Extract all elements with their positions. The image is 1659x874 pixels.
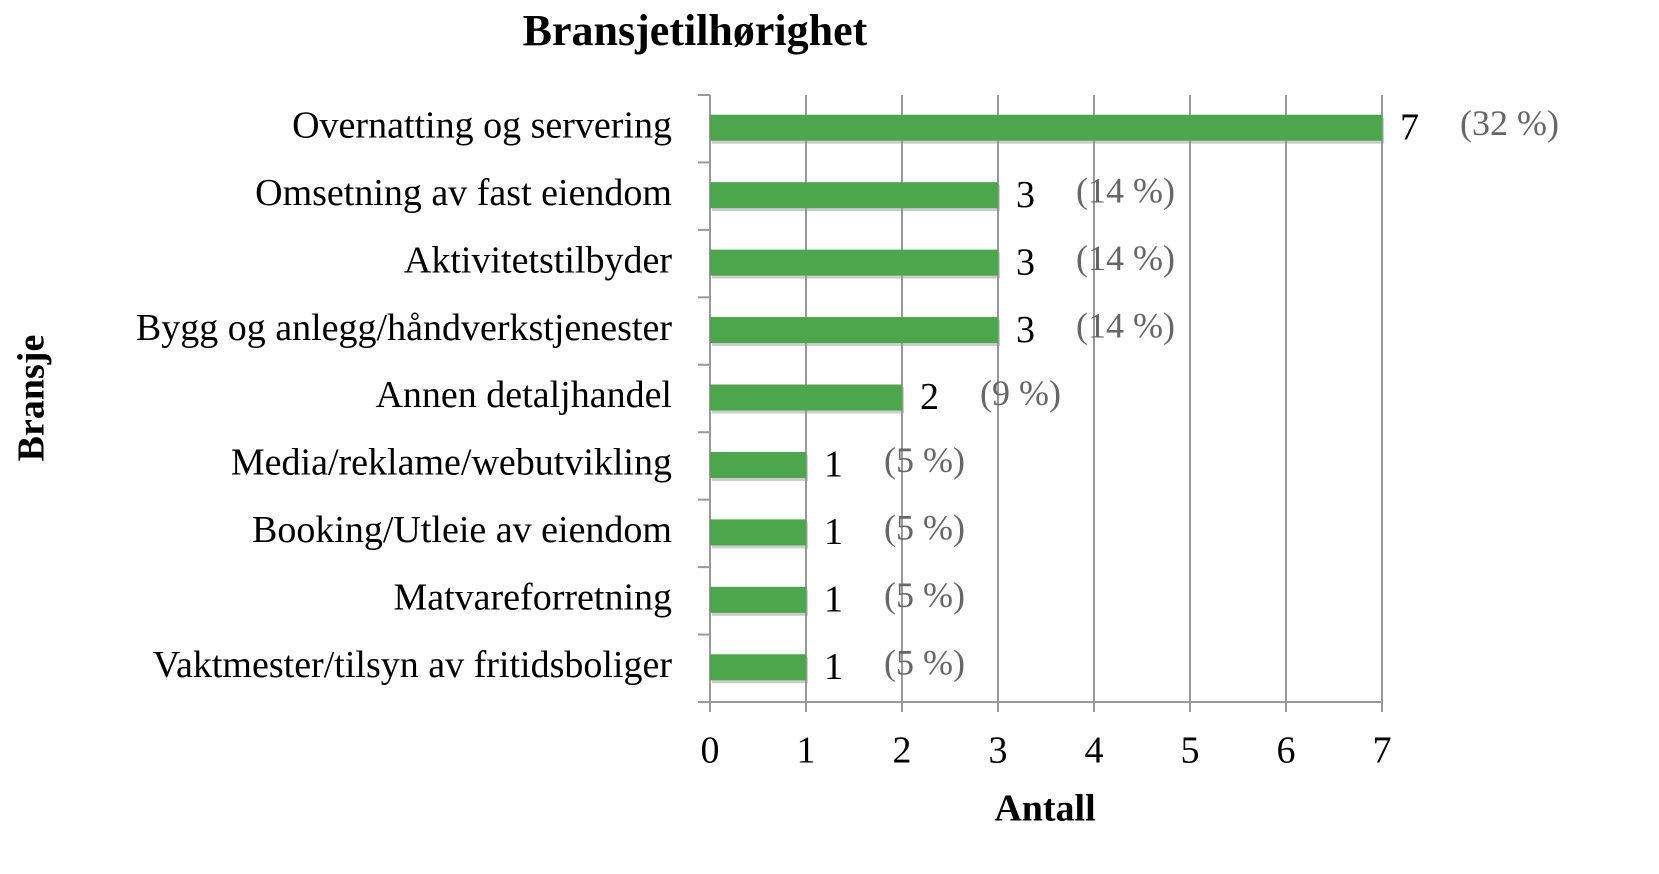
y-tick-label: Booking/Utleie av eiendom [252, 509, 672, 551]
data-label: 1 [824, 579, 843, 621]
data-label: 3 [1016, 309, 1035, 351]
bar [710, 182, 998, 209]
y-tick-label: Bygg og anlegg/håndverkstjenester [136, 307, 672, 349]
annotation: (5 %) [884, 575, 965, 615]
y-tick-label: Aktivitetstilbyder [404, 239, 672, 281]
y-tick-label: Media/reklame/webutvikling [231, 442, 672, 484]
x-tick-label: 5 [1181, 730, 1200, 772]
data-label: 3 [1016, 241, 1035, 283]
data-label: 7 [1400, 106, 1419, 148]
y-tick-label: Omsetning av fast eiendom [255, 172, 672, 214]
y-tick-label: Overnatting og servering [292, 104, 672, 146]
y-axis-label: Bransje [11, 335, 53, 462]
x-tick-label: 2 [893, 730, 912, 772]
bar [710, 114, 1382, 141]
x-tick-label: 3 [989, 730, 1008, 772]
x-tick-label: 0 [701, 730, 720, 772]
annotation: (5 %) [884, 643, 965, 683]
data-label: 1 [824, 511, 843, 553]
bar [710, 451, 806, 478]
annotation: (32 %) [1460, 103, 1559, 143]
bar [710, 317, 998, 344]
x-axis-label: Antall [994, 788, 1095, 830]
data-label: 1 [824, 646, 843, 688]
bar [710, 249, 998, 276]
data-label: 3 [1016, 174, 1035, 216]
y-tick-label: Vaktmester/tilsyn av fritidsboliger [153, 644, 673, 686]
bar [710, 654, 806, 681]
chart-title: Bransjetilhørighet [523, 6, 868, 55]
annotation: (14 %) [1076, 305, 1175, 345]
annotation: (5 %) [884, 508, 965, 548]
x-tick-label: 6 [1277, 730, 1296, 772]
annotation: (9 %) [980, 373, 1061, 413]
annotation: (14 %) [1076, 170, 1175, 210]
y-tick-label: Matvareforretning [393, 577, 672, 619]
y-tick-label: Annen detaljhandel [375, 374, 672, 416]
bar [710, 384, 902, 411]
annotation: (5 %) [884, 440, 965, 480]
x-tick-label: 7 [1373, 730, 1392, 772]
bar [710, 586, 806, 613]
bar [710, 519, 806, 546]
x-tick-label: 1 [797, 730, 816, 772]
annotation: (14 %) [1076, 238, 1175, 278]
x-tick-label: 4 [1085, 730, 1104, 772]
data-label: 1 [824, 444, 843, 486]
data-label: 2 [920, 376, 939, 418]
